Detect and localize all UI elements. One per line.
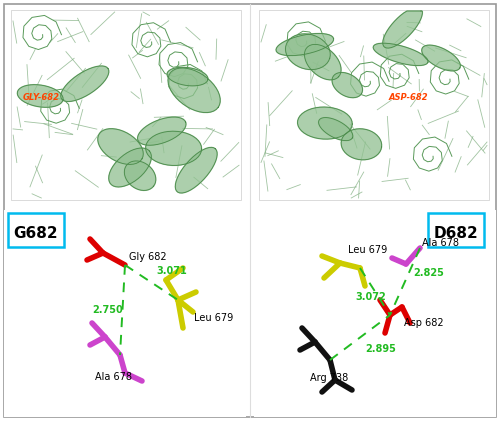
FancyBboxPatch shape: [8, 213, 64, 247]
Polygon shape: [422, 45, 461, 71]
Text: Leu 679: Leu 679: [348, 245, 387, 255]
Polygon shape: [286, 34, 330, 69]
Text: 2.825: 2.825: [413, 269, 444, 279]
Polygon shape: [146, 131, 202, 165]
Text: Arg 738: Arg 738: [310, 373, 348, 383]
Text: Gly 682: Gly 682: [129, 252, 166, 262]
Polygon shape: [138, 117, 186, 145]
Polygon shape: [341, 129, 382, 160]
Text: 3.072: 3.072: [355, 291, 386, 301]
Polygon shape: [332, 72, 362, 98]
Bar: [259, 10, 489, 200]
Bar: [4, 210, 246, 417]
Text: D682: D682: [434, 226, 478, 240]
Text: GLY-682: GLY-682: [23, 93, 60, 102]
Polygon shape: [18, 85, 63, 107]
Polygon shape: [60, 66, 109, 101]
Polygon shape: [318, 117, 353, 141]
Polygon shape: [98, 129, 144, 165]
Text: Leu 679: Leu 679: [194, 313, 233, 323]
Polygon shape: [383, 11, 422, 48]
Polygon shape: [108, 148, 152, 187]
Text: 3.071: 3.071: [156, 266, 187, 275]
Polygon shape: [176, 147, 217, 193]
Text: Ala 678: Ala 678: [95, 372, 132, 382]
Polygon shape: [304, 44, 341, 80]
Polygon shape: [168, 68, 220, 112]
Polygon shape: [276, 34, 334, 56]
Bar: [254, 210, 496, 417]
Text: 2.895: 2.895: [365, 344, 396, 354]
Text: Asp 682: Asp 682: [404, 318, 444, 328]
Polygon shape: [124, 161, 156, 190]
Bar: [11, 10, 241, 200]
Polygon shape: [167, 67, 208, 86]
Text: ASP-682: ASP-682: [389, 93, 428, 102]
FancyBboxPatch shape: [428, 213, 484, 247]
Polygon shape: [298, 107, 352, 139]
Text: G682: G682: [14, 226, 59, 240]
Polygon shape: [373, 43, 428, 66]
Text: Ala 678: Ala 678: [422, 238, 459, 248]
Text: 2.750: 2.750: [92, 305, 123, 315]
